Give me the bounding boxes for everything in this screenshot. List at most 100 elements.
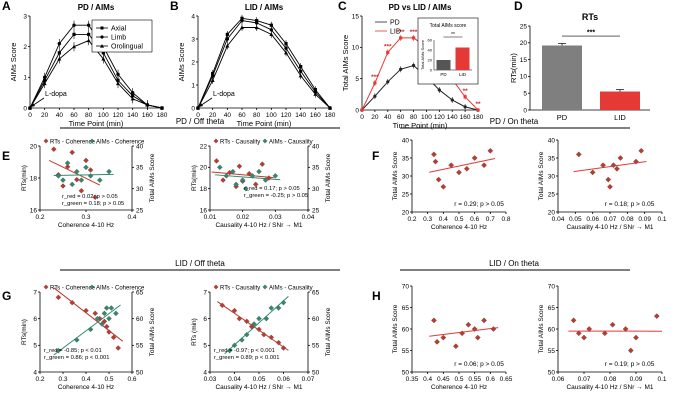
- panel-e1-point-green: [87, 173, 94, 179]
- panel-g1-right-tick-label: 50: [136, 369, 144, 376]
- panel-h1-y-tick-label: 65: [402, 305, 410, 312]
- panel-a-x-tick-label: 120: [113, 112, 124, 119]
- panel-b-x-tick-label: 20: [209, 112, 217, 119]
- panel-f2-xlabel: Causality 4-10 Hz / SNr → M1: [566, 224, 653, 231]
- panel-b-point: [284, 50, 288, 55]
- panel-e2-y-tick-label: 22: [200, 143, 208, 150]
- panel-c-ylabel: Total AIMs Score: [341, 35, 350, 91]
- panel-e2-point-red: [220, 177, 226, 183]
- panel-a-annotation: L-dopa: [45, 91, 67, 98]
- panel-f1-point: [487, 147, 494, 154]
- panel-h1-x-tick-label: 0.35: [406, 376, 419, 383]
- panel-f1-x-tick-label: 0.7: [486, 216, 495, 223]
- panel-e2-x-tick-label: 0.02: [236, 214, 249, 221]
- panel-g1-stat-0: r_red = -0.85; p < 0.01: [44, 348, 102, 354]
- panel-e2-point-red: [266, 175, 272, 181]
- panel-a-point: [160, 106, 164, 110]
- panel-e1-point-red: [69, 149, 75, 156]
- panel-h1-point: [431, 317, 437, 324]
- panel-c-inset-tick: 0: [430, 68, 433, 73]
- panel-d-y-tick-label: 20: [520, 40, 528, 47]
- panel-e1-point-green: [83, 164, 89, 171]
- panel-f2-y-tick-label: 25: [548, 191, 556, 198]
- panel-g1-point-red: [83, 307, 89, 314]
- panel-h1-x-tick-label: 0.5: [454, 376, 463, 383]
- panel-g2-point-green: [268, 305, 275, 311]
- panel-a-x-tick-label: 20: [41, 112, 49, 119]
- panel-a-point: [87, 32, 91, 36]
- panel-g2-right-tick-label: 65: [312, 289, 320, 296]
- panel-g1-stat-1: r_green = 0.86; p < 0.001: [44, 355, 109, 361]
- panel-b-x-tick-label: 40: [224, 112, 232, 119]
- panel-h2-point: [586, 326, 593, 332]
- panel-f2-x-tick-label: 0.07: [604, 216, 617, 223]
- panel-f2-point: [600, 162, 606, 169]
- panel-f1-x-tick-label: 0.2: [407, 216, 416, 223]
- panel-g2-y-tick-label: 5: [203, 343, 207, 350]
- panel-h2-x-tick-label: 0.09: [630, 376, 643, 383]
- panel-e2-stat-1: r_green = -0.25; p > 0.05: [244, 193, 308, 199]
- panel-g1-y-tick-label: 6: [33, 316, 37, 323]
- panel-c-x-tick-label: 120: [434, 114, 445, 121]
- panel-d-ylabel: RTs(min): [509, 53, 518, 83]
- panel-b-point: [210, 74, 215, 78]
- panel-g2-point-red: [261, 331, 267, 338]
- panel-c-point-lid: [476, 108, 480, 112]
- panel-g1-regression-red: [53, 287, 124, 342]
- panel-g1-x-tick-label: 0.3: [58, 376, 67, 383]
- panel-h1-regression: [429, 327, 499, 337]
- panel-c-significance: **: [463, 88, 469, 95]
- panel-f1-ylabel: Total AIMs Score: [392, 151, 399, 200]
- panel-h2-ylabel: Total AIMs Score: [538, 304, 545, 353]
- panel-e2-point-green: [243, 185, 249, 192]
- panel-c-y-tick-label: 15: [352, 13, 360, 20]
- panel-a-point: [28, 106, 32, 110]
- panel-e2-point-green: [239, 177, 246, 183]
- panel-c-y-tick-label: 0: [355, 107, 359, 114]
- panel-g2-point-red: [275, 339, 282, 346]
- panel-h1-ylabel: Total AIMs Score: [392, 304, 399, 353]
- panel-e2-y-tick-label: 18: [200, 186, 208, 193]
- panel-e1-ylabel-right: Total AIMs Score: [149, 153, 156, 202]
- panel-b-y-tick-label: 1: [191, 82, 195, 89]
- panel-a-point: [86, 38, 91, 43]
- panel-c-legend-label: LID: [390, 29, 401, 36]
- panel-e2-point-red: [259, 161, 266, 167]
- panel-label-c: C: [338, 0, 347, 13]
- panel-a-x-tick-label: 60: [70, 112, 78, 119]
- panel-c-x-tick-label: 140: [447, 114, 458, 121]
- panel-e1-point-green: [64, 160, 71, 166]
- panel-h2-y-tick-label: 60: [548, 326, 556, 333]
- panel-f1-point: [471, 155, 478, 161]
- panel-b-point: [225, 37, 230, 41]
- panel-h2-point: [609, 321, 616, 328]
- panel-f2-point: [589, 169, 596, 176]
- panel-a-point: [101, 56, 106, 61]
- panel-g2-y-tick-label: 6: [203, 316, 207, 323]
- panel-h1-point: [452, 343, 459, 350]
- panel-g2-point-green: [263, 315, 270, 322]
- panel-a-x-tick-label: 140: [127, 112, 138, 119]
- panel-g2-x-tick-label: 0.07: [302, 376, 315, 383]
- panel-g2-point-red: [219, 302, 226, 309]
- panel-a-point: [72, 23, 76, 27]
- panel-e2-right-tick-label: 25: [312, 207, 320, 214]
- panel-e1-xlabel: Coherence 4-10 Hz: [58, 222, 114, 229]
- panel-g2-point-green: [231, 342, 238, 349]
- panel-f2-point: [575, 151, 582, 158]
- panel-g2-right-tick-label: 60: [312, 316, 320, 323]
- panel-f1-point: [435, 176, 442, 183]
- panel-c-point-pd: [463, 105, 467, 109]
- panel-a-y-tick-label: 2: [23, 44, 27, 51]
- panel-b-point: [254, 21, 259, 25]
- panel-label-f: F: [372, 149, 379, 163]
- panel-c-inset-category: LID: [459, 72, 467, 77]
- panel-d-y-tick-label: 25: [520, 23, 528, 30]
- panel-b-x-tick-label: 80: [253, 112, 261, 119]
- panel-h2-x-tick-label: 0.06: [552, 376, 565, 383]
- panel-g2-x-tick-label: 0.04: [228, 376, 241, 383]
- panel-g1-point-red: [115, 345, 121, 351]
- panel-e1-x-tick-label: 0.4: [127, 214, 136, 221]
- panel-b-y-tick-label: 2: [191, 59, 195, 66]
- panel-c-x-tick-label: 60: [397, 114, 405, 121]
